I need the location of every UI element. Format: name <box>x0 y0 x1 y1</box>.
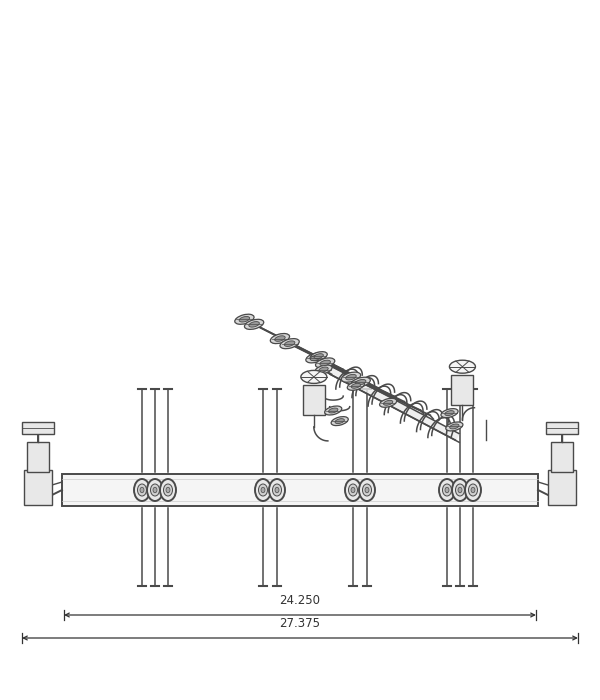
Ellipse shape <box>346 374 356 380</box>
Ellipse shape <box>269 479 285 501</box>
Ellipse shape <box>259 484 268 496</box>
Polygon shape <box>326 365 459 440</box>
Ellipse shape <box>280 339 299 349</box>
Ellipse shape <box>355 379 366 385</box>
Bar <box>546 422 578 434</box>
Ellipse shape <box>351 487 355 493</box>
Ellipse shape <box>465 479 481 501</box>
Bar <box>62 474 538 506</box>
Ellipse shape <box>341 372 361 382</box>
Bar <box>451 374 473 405</box>
Ellipse shape <box>380 398 397 407</box>
Ellipse shape <box>301 370 327 384</box>
Ellipse shape <box>275 336 285 342</box>
Ellipse shape <box>275 487 279 493</box>
Text: 27.375: 27.375 <box>280 617 320 630</box>
Bar <box>548 470 576 505</box>
Ellipse shape <box>249 321 259 327</box>
Ellipse shape <box>347 382 364 391</box>
Ellipse shape <box>314 354 323 358</box>
Ellipse shape <box>271 333 290 344</box>
Ellipse shape <box>351 384 361 388</box>
Ellipse shape <box>445 411 454 416</box>
Ellipse shape <box>147 479 163 501</box>
Ellipse shape <box>320 360 331 365</box>
Ellipse shape <box>310 355 321 360</box>
Ellipse shape <box>362 484 371 496</box>
Ellipse shape <box>359 479 375 501</box>
Ellipse shape <box>137 484 146 496</box>
Ellipse shape <box>446 422 463 431</box>
Ellipse shape <box>153 487 157 493</box>
Ellipse shape <box>306 353 325 363</box>
Ellipse shape <box>319 367 328 372</box>
Ellipse shape <box>151 484 160 496</box>
Ellipse shape <box>134 479 150 501</box>
Bar <box>27 442 49 472</box>
Ellipse shape <box>458 487 462 493</box>
Bar <box>551 442 573 472</box>
Ellipse shape <box>325 406 342 415</box>
Ellipse shape <box>140 487 144 493</box>
Ellipse shape <box>455 484 464 496</box>
Ellipse shape <box>329 408 338 413</box>
Ellipse shape <box>351 377 370 387</box>
Ellipse shape <box>244 319 264 330</box>
Ellipse shape <box>452 479 468 501</box>
Bar <box>22 422 54 434</box>
Ellipse shape <box>166 487 170 493</box>
Ellipse shape <box>349 484 358 496</box>
Ellipse shape <box>449 360 475 373</box>
Ellipse shape <box>163 484 173 496</box>
Ellipse shape <box>439 479 455 501</box>
Bar <box>303 385 325 415</box>
Ellipse shape <box>316 358 335 368</box>
Ellipse shape <box>383 400 393 405</box>
Ellipse shape <box>261 487 265 493</box>
Ellipse shape <box>331 416 348 426</box>
Ellipse shape <box>284 341 295 346</box>
Bar <box>24 470 52 505</box>
Ellipse shape <box>469 484 478 496</box>
Ellipse shape <box>449 424 459 429</box>
Ellipse shape <box>365 487 369 493</box>
Text: 24.250: 24.250 <box>280 594 320 607</box>
Ellipse shape <box>239 316 250 322</box>
Ellipse shape <box>315 365 332 374</box>
Ellipse shape <box>272 484 281 496</box>
Ellipse shape <box>445 487 449 493</box>
Ellipse shape <box>160 479 176 501</box>
Ellipse shape <box>471 487 475 493</box>
Ellipse shape <box>441 409 458 418</box>
Ellipse shape <box>335 419 344 423</box>
Ellipse shape <box>443 484 452 496</box>
Ellipse shape <box>255 479 271 501</box>
Ellipse shape <box>345 479 361 501</box>
Ellipse shape <box>235 314 254 324</box>
Ellipse shape <box>310 351 327 360</box>
